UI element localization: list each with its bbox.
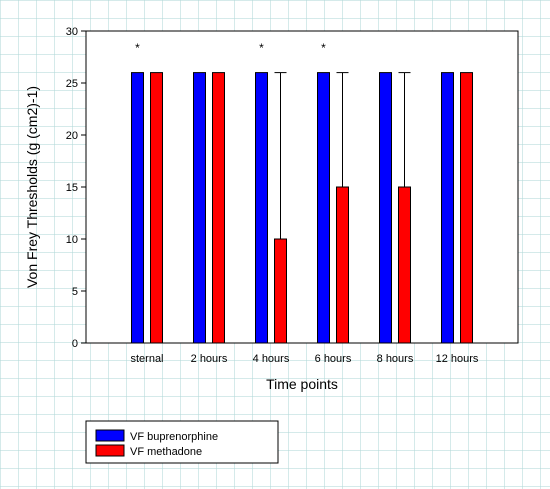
bar-buprenorphine	[379, 72, 392, 344]
significance-star: *	[135, 41, 140, 55]
x-axis: sternal 2 hours 4 hours 6 hours 8 hours 12 ho…	[130, 353, 478, 365]
legend-swatch	[95, 444, 125, 457]
error-bars-layer	[274, 72, 411, 239]
legend-label: VF methadone	[130, 446, 202, 458]
x-tick-label: 6 hours	[315, 353, 352, 365]
x-tick-label: 12 hours	[436, 353, 479, 365]
bar-methadone	[212, 72, 225, 344]
x-tick-label: sternal	[130, 353, 163, 365]
bar-buprenorphine	[317, 72, 330, 344]
y-tick-label: 5	[72, 286, 78, 298]
y-tick-label: 0	[72, 338, 78, 350]
y-axis: 0 5 10 15 20 25 30	[66, 26, 86, 350]
bar-buprenorphine	[131, 72, 144, 344]
y-tick-label: 20	[66, 130, 78, 142]
legend-label: VF buprenorphine	[130, 431, 218, 443]
bar-methadone	[398, 186, 411, 344]
bar-methadone	[460, 72, 473, 344]
y-axis-title: Von Frey Thresholds (g (cm2)-1)	[24, 86, 40, 288]
bar-methadone	[274, 238, 287, 344]
legend-swatch	[95, 429, 125, 442]
x-tick-label: 8 hours	[377, 353, 414, 365]
bar-methadone	[336, 186, 349, 344]
y-tick-label: 30	[66, 26, 78, 38]
bar-methadone	[150, 72, 163, 344]
y-tick-label: 15	[66, 182, 78, 194]
significance-star: *	[259, 41, 264, 55]
x-tick-label: 4 hours	[253, 353, 290, 365]
y-tick-label: 25	[66, 78, 78, 90]
significance-markers: * * *	[135, 41, 326, 55]
x-axis-title: Time points	[266, 376, 338, 392]
bar-buprenorphine	[255, 72, 268, 344]
x-tick-label: 2 hours	[191, 353, 228, 365]
bar-buprenorphine	[441, 72, 454, 344]
significance-star: *	[321, 41, 326, 55]
bar-buprenorphine	[193, 72, 206, 344]
legend: VF buprenorphine VF methadone	[85, 420, 279, 464]
y-tick-label: 10	[66, 234, 78, 246]
legend-items: VF buprenorphine VF methadone	[95, 429, 218, 458]
bars-layer	[131, 72, 473, 344]
